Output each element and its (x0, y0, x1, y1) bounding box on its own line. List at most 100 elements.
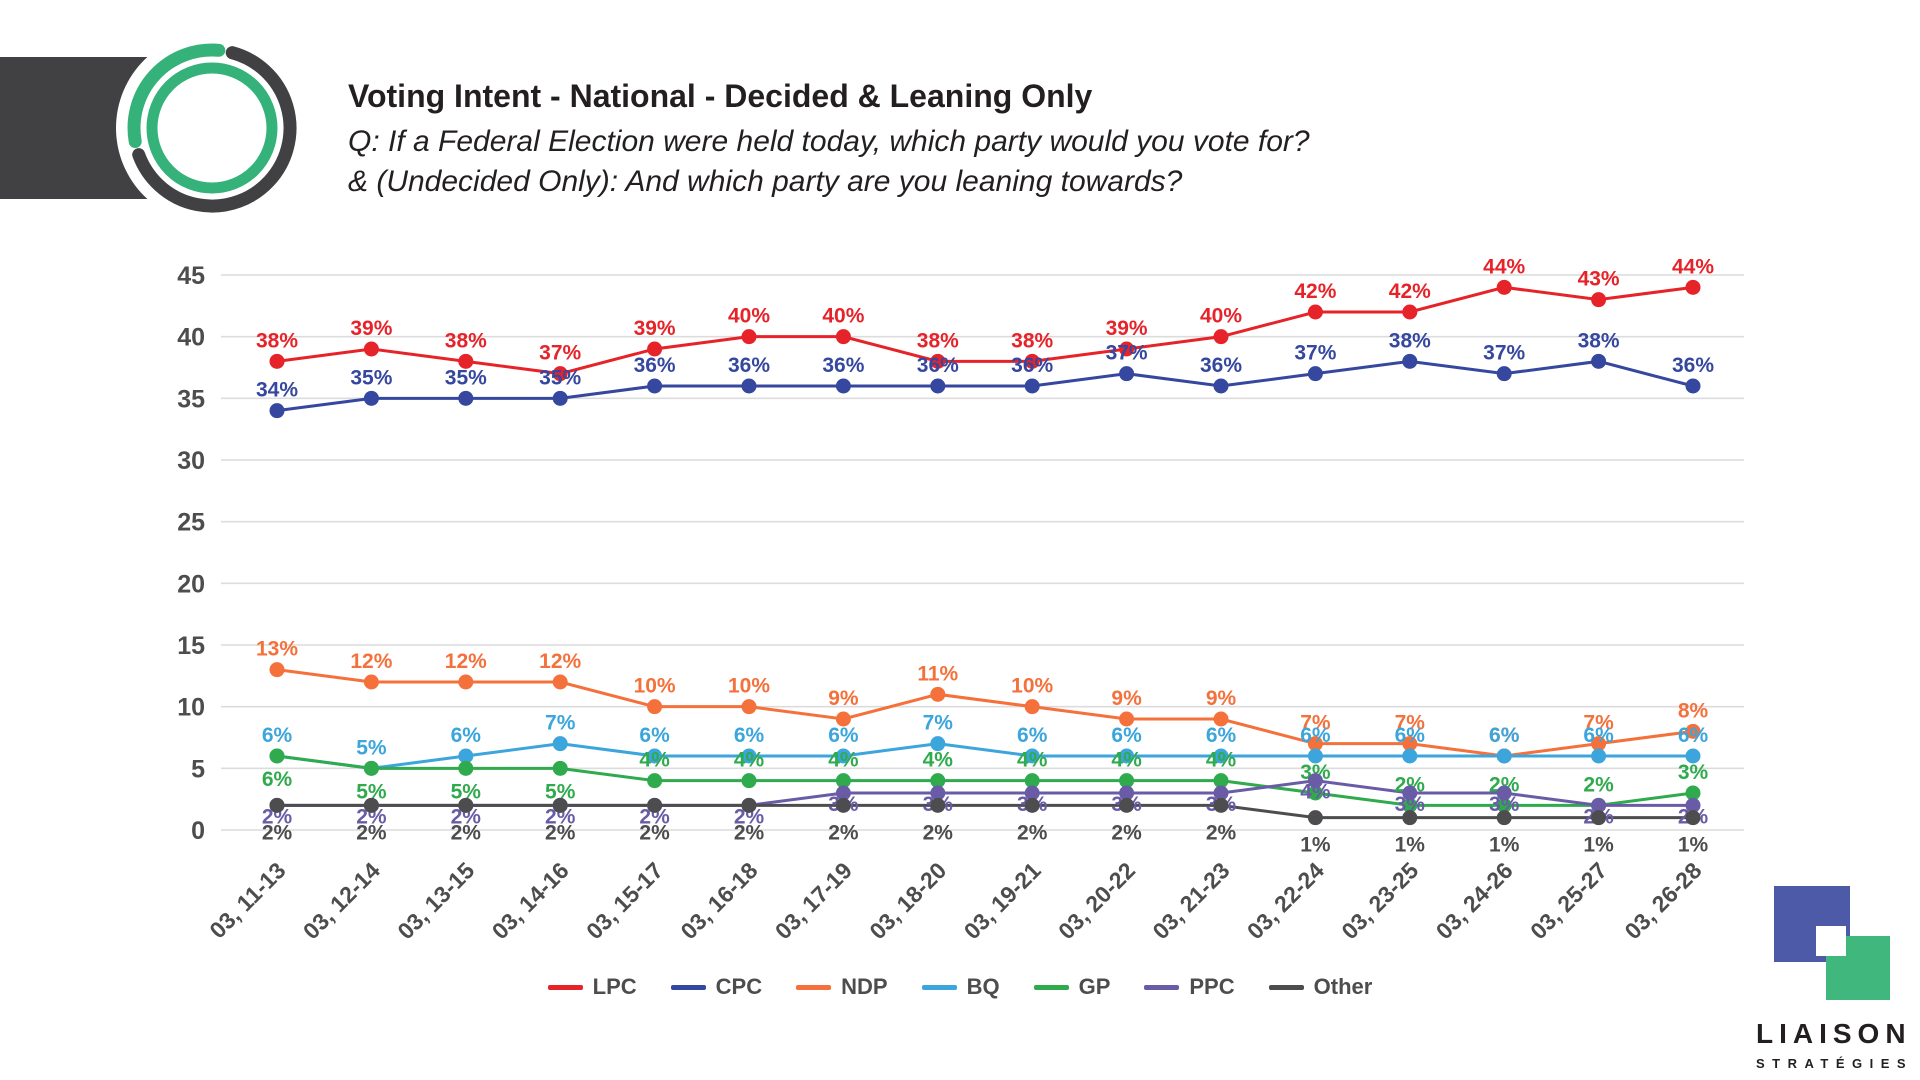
data-point-gp (1402, 797, 1418, 813)
legend-item-lpc: LPC (547, 974, 637, 1000)
data-point-lpc (930, 353, 946, 369)
value-label-gp: 4% (828, 749, 859, 772)
value-label-cpc: 34% (256, 379, 298, 402)
data-point-other (1307, 810, 1323, 826)
legend-label-ppc: PPC (1189, 974, 1235, 999)
data-point-ppc (1591, 797, 1607, 813)
data-point-bq (1591, 748, 1607, 764)
data-point-other (930, 797, 946, 813)
value-label-ppc: 3% (1395, 793, 1426, 816)
data-point-other (1024, 797, 1040, 813)
value-label-other: 1% (1300, 834, 1331, 857)
data-point-gp (1496, 797, 1512, 813)
value-label-bq: 6% (1395, 724, 1426, 747)
value-label-other: 2% (262, 821, 293, 844)
chart-subtitle-line1: Q: If a Federal Election were held today… (348, 125, 1310, 158)
legend-item-ppc: PPC (1144, 974, 1235, 1000)
value-label-ndp: 13% (256, 638, 298, 661)
y-axis-tick-label: 15 (177, 632, 205, 660)
data-point-lpc (1591, 292, 1607, 308)
value-label-ppc: 3% (1489, 793, 1520, 816)
data-point-lpc (552, 366, 568, 382)
data-point-ppc (1402, 785, 1418, 801)
value-label-lpc: 40% (728, 305, 770, 328)
data-point-ndp (269, 662, 285, 678)
value-label-ndp: 7% (1583, 712, 1614, 735)
data-point-gp (1119, 773, 1135, 789)
data-point-other (741, 797, 757, 813)
data-point-gp (741, 773, 757, 789)
value-label-lpc: 40% (1200, 305, 1242, 328)
data-point-ppc (930, 785, 946, 801)
data-point-ppc (1496, 785, 1512, 801)
x-axis-tick-label: 03, 16-18 (675, 857, 762, 944)
legend-label-bq: BQ (966, 974, 1000, 999)
y-axis-tick-label: 5 (191, 755, 205, 783)
data-point-cpc (363, 390, 379, 406)
footer-logo: LIAISON STRATÉGIES (1756, 886, 1916, 1071)
data-point-other (835, 797, 851, 813)
value-label-bq: 6% (1583, 724, 1614, 747)
data-point-ndp (552, 674, 568, 690)
data-point-ndp (363, 674, 379, 690)
legend-swatch-ppc (1144, 984, 1180, 990)
value-label-gp: 4% (734, 749, 765, 772)
data-point-lpc (1402, 304, 1418, 320)
value-label-lpc: 38% (1011, 329, 1053, 352)
value-label-cpc: 36% (1200, 354, 1242, 377)
value-label-bq: 5% (356, 736, 387, 759)
data-point-lpc (835, 329, 851, 345)
data-point-ndp (1119, 711, 1135, 727)
value-label-ppc: 2% (356, 805, 387, 828)
value-label-cpc: 36% (822, 354, 864, 377)
value-label-bq: 6% (1678, 724, 1709, 747)
legend-item-bq: BQ (921, 974, 1000, 1000)
data-point-gp (1307, 785, 1323, 801)
x-axis-tick-label: 03, 24-26 (1431, 857, 1518, 944)
x-axis-tick-label: 03, 17-19 (770, 857, 857, 944)
value-label-lpc: 39% (634, 317, 676, 340)
value-label-gp: 5% (356, 780, 387, 803)
ring-logo-dark-arc (132, 46, 297, 213)
header: Voting Intent - National - Decided & Lea… (348, 78, 1310, 205)
value-label-lpc: 39% (350, 317, 392, 340)
value-label-gp: 5% (545, 780, 576, 803)
legend-label-gp: GP (1078, 974, 1111, 999)
chart-subtitle-line2: & (Undecided Only): And which party are … (348, 165, 1183, 198)
value-label-ndp: 8% (1678, 699, 1709, 722)
value-label-bq: 6% (451, 724, 482, 747)
value-label-lpc: 38% (445, 329, 487, 352)
value-label-ndp: 12% (539, 650, 581, 673)
value-label-cpc: 35% (350, 366, 392, 389)
data-point-bq (835, 748, 851, 764)
legend-label-cpc: CPC (715, 974, 763, 999)
data-point-cpc (458, 390, 474, 406)
x-axis-tick-label: 03, 23-25 (1336, 857, 1423, 944)
value-label-ndp: 10% (634, 675, 676, 698)
data-point-cpc (741, 378, 757, 394)
data-point-gp (552, 760, 568, 776)
value-label-gp: 5% (451, 780, 482, 803)
value-label-cpc: 38% (1389, 329, 1431, 352)
ring-logo-green-ring (146, 62, 278, 194)
data-point-lpc (1024, 353, 1040, 369)
legend-swatch-lpc (547, 984, 583, 990)
y-axis-tick-label: 25 (177, 509, 205, 537)
data-point-lpc (1307, 304, 1323, 320)
data-point-other (1119, 797, 1135, 813)
data-point-ndp (647, 699, 663, 715)
legend-swatch-cpc (670, 984, 706, 990)
data-point-cpc (552, 390, 568, 406)
value-label-gp: 3% (1678, 761, 1709, 784)
data-point-ndp (930, 686, 946, 702)
legend-item-other: Other (1268, 974, 1372, 1000)
value-label-cpc: 37% (1106, 342, 1148, 365)
data-point-other (1496, 810, 1512, 826)
value-label-bq: 6% (828, 724, 859, 747)
data-point-ppc (1024, 785, 1040, 801)
data-point-cpc (1402, 353, 1418, 369)
data-point-other (458, 797, 474, 813)
data-point-other (552, 797, 568, 813)
data-point-other (1402, 810, 1418, 826)
data-point-cpc (269, 403, 285, 419)
